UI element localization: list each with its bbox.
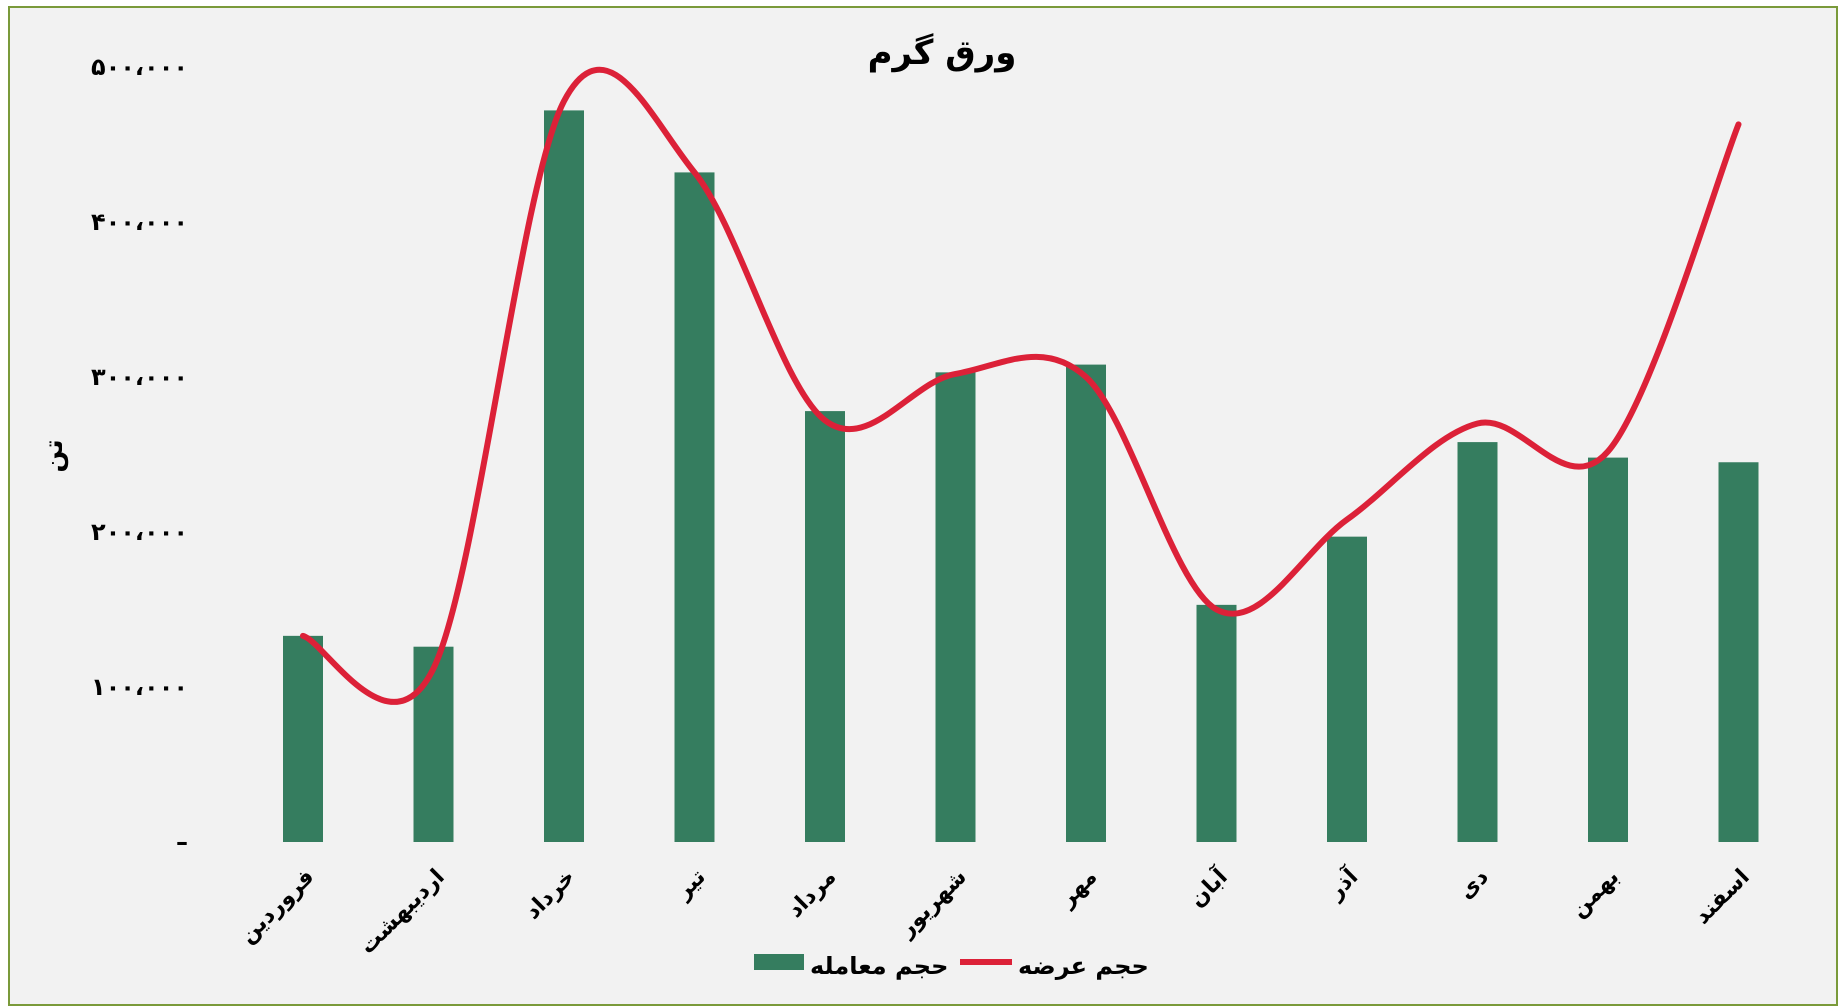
y-tick-label: ۴۰۰،۰۰۰ (91, 208, 188, 236)
x-tick-label: مهر (1054, 865, 1102, 913)
bar (1718, 462, 1759, 842)
bar (544, 110, 584, 842)
bar (1196, 604, 1237, 842)
legend-line-label: حجم عرضه (1018, 952, 1149, 980)
bar-series (283, 110, 1759, 842)
x-tick-label: مرداد (783, 865, 841, 923)
y-axis-ticks: – ۱۰۰،۰۰۰ ۲۰۰،۰۰۰ ۳۰۰،۰۰۰ ۴۰۰،۰۰۰ ۵۰۰،۰۰۰ (91, 53, 188, 856)
x-tick-label: دی (1454, 865, 1494, 905)
x-tick-label: اسفند (1690, 865, 1755, 930)
line-series (300, 66, 1742, 705)
y-tick-label: – (176, 828, 188, 856)
bar (413, 646, 454, 842)
bar (674, 172, 715, 842)
x-axis-ticks: فروردین اردیبهشت خرداد تیر مرداد شهریور مهر آبا… (235, 862, 1754, 959)
legend: حجم معامله حجم عرضه (754, 952, 1149, 980)
x-tick-label: آذر (1320, 862, 1363, 905)
x-tick-label: شهریور (894, 865, 972, 943)
legend-bar-swatch (754, 954, 804, 970)
chart-title: ورق گرم (868, 33, 1017, 73)
x-tick-label: اردیبهشت (355, 865, 450, 960)
chart-svg: ورق گرم تن – ۱۰۰،۰۰۰ ۲۰۰،۰۰۰ ۳۰۰،۰۰۰ ۴۰۰،۰۰۰… (39, 33, 1759, 980)
bar (283, 635, 323, 842)
y-tick-label: ۵۰۰،۰۰۰ (91, 53, 188, 81)
y-axis-label: تن (39, 439, 69, 472)
x-tick-label: آبان (1183, 862, 1233, 912)
x-tick-label: فروردین (235, 865, 319, 949)
x-tick-label: تیر (670, 865, 710, 905)
series-line (300, 66, 1742, 705)
bar (1588, 457, 1628, 842)
x-tick-label: بهمن (1566, 865, 1624, 923)
y-tick-label: ۱۰۰،۰۰۰ (91, 673, 188, 701)
bar (935, 372, 976, 842)
y-tick-label: ۲۰۰،۰۰۰ (91, 518, 188, 546)
legend-bar-label: حجم معامله (810, 952, 948, 980)
chart-frame: ورق گرم تن – ۱۰۰،۰۰۰ ۲۰۰،۰۰۰ ۳۰۰،۰۰۰ ۴۰۰،۰۰۰… (8, 6, 1838, 1006)
y-tick-label: ۳۰۰،۰۰۰ (91, 363, 188, 391)
bar (805, 411, 845, 842)
bar (1457, 442, 1498, 842)
bar (1327, 536, 1367, 842)
x-tick-label: خرداد (520, 865, 580, 925)
bar (1066, 364, 1106, 842)
